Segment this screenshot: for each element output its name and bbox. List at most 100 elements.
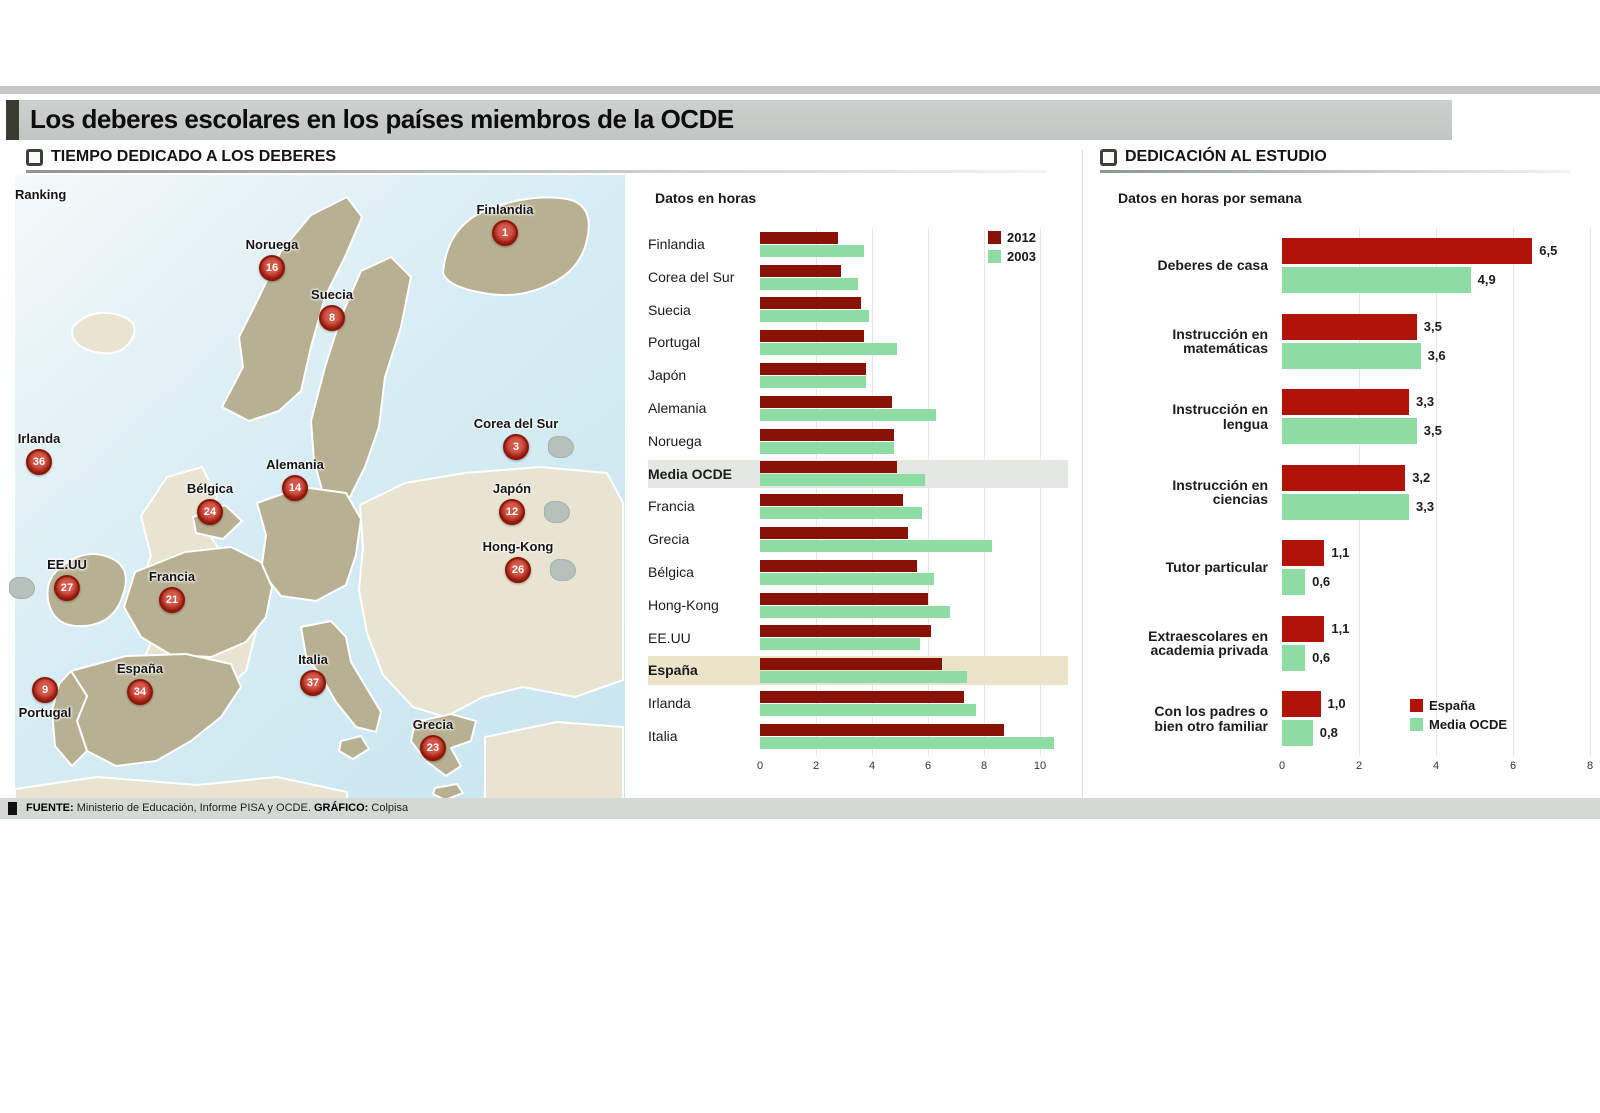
category-label-instrucci-n-en-ciencias: Instrucción en ciencias	[1172, 476, 1268, 508]
bar-2003-grecia	[760, 540, 993, 553]
bar-media-ocde-instrucci-n-en-matem-ticas	[1282, 342, 1421, 369]
category-label-noruega: Noruega	[648, 432, 702, 449]
chart-row-grecia: Grecia	[648, 523, 1068, 556]
map-label-b-lgica: Bélgica	[186, 481, 234, 496]
bar-2003-suecia	[760, 310, 870, 323]
top-strip	[0, 86, 1600, 94]
category-label-hong-kong: Hong-Kong	[648, 596, 719, 613]
bar-media-ocde-tutor-particular	[1282, 569, 1306, 596]
category-label-extraescolares-en-academia-privada: Extraescolares en academia privada	[1148, 627, 1268, 659]
legend-label-espana: España	[1429, 698, 1476, 713]
legend-entry-2012: 2012	[988, 230, 1036, 245]
map-label-jap-n: Japón	[492, 481, 532, 496]
x-tick-0: 0	[756, 760, 764, 772]
bar-espa-a-tutor-particular	[1282, 540, 1325, 567]
grid-line-2	[816, 228, 817, 756]
legend-swatch-espana	[1410, 699, 1423, 712]
plot-deberes-de-casa: 6,5 4,9	[1282, 228, 1590, 304]
chart-row-instrucci-n-en-lengua: Instrucción en lengua 3,3 3,5	[1100, 379, 1590, 455]
value-label-media-ocde-instrucci-n-en-matem-ticas: 3,6	[1427, 347, 1446, 363]
title-bar	[6, 100, 1452, 140]
legend-label-media-ocde: Media OCDE	[1429, 717, 1508, 732]
bar-media-ocde-extraescolares-en-academia-privada	[1282, 644, 1306, 671]
x-tick-4: 4	[1432, 760, 1440, 772]
category-label-jap-n: Japón	[648, 367, 687, 384]
bar-2003-corea-del-sur	[760, 277, 858, 290]
plot-espa-a	[760, 654, 1068, 687]
legend-entry-2003: 2003	[988, 249, 1036, 264]
grid-line-6	[1513, 228, 1514, 756]
legend-swatch-media-ocde	[1410, 718, 1423, 731]
section-header-left-label: TIEMPO DEDICADO A LOS DEBERES	[51, 148, 337, 165]
europe-ranking-map: Ranking Finlandia 1 Noruega 16 Suecia 8 Irland…	[9, 175, 625, 800]
bar-2012-irlanda	[760, 691, 965, 704]
grid-line-4	[1436, 228, 1437, 756]
bar-2012-finlandia	[760, 231, 839, 244]
category-label-media-ocde: Media OCDE	[648, 465, 733, 482]
bar-2003-noruega	[760, 441, 895, 454]
map-label-finlandia: Finlandia	[476, 202, 534, 217]
chart-row-alemania: Alemania	[648, 392, 1068, 425]
legend-label-2012: 2012	[1007, 230, 1036, 245]
study-chart-legend: España Media OCDE	[1410, 698, 1507, 732]
footer-credit: Colpisa	[371, 802, 409, 814]
bar-2003-jap-n	[760, 376, 867, 389]
value-label-espa-a-instrucci-n-en-ciencias: 3,2	[1412, 469, 1431, 485]
value-label-media-ocde-deberes-de-casa: 4,9	[1477, 272, 1496, 288]
plot-grecia	[760, 523, 1068, 556]
chart-row-deberes-de-casa: Deberes de casa 6,5 4,9	[1100, 228, 1590, 304]
chart-row-ee-uu: EE.UU	[648, 622, 1068, 655]
bar-2012-suecia	[760, 297, 861, 310]
footer-credit-label: GRÁFICO:	[313, 802, 369, 814]
bar-espa-a-instrucci-n-en-lengua	[1282, 389, 1410, 416]
legend-swatch-2012	[988, 231, 1001, 244]
chart-row-instrucci-n-en-ciencias: Instrucción en ciencias 3,2 3,3	[1100, 455, 1590, 531]
legend-entry-espana: España	[1410, 698, 1507, 713]
rank-badge-hong-kong: 26	[505, 557, 531, 583]
map-label-alemania: Alemania	[266, 457, 324, 472]
bar-2012-espa-a	[760, 658, 942, 671]
x-tick-10: 10	[1033, 760, 1047, 772]
rank-badge-alemania: 14	[282, 475, 308, 501]
category-label-espa-a: España	[648, 662, 698, 679]
rank-badge-ee-uu: 27	[54, 575, 80, 601]
plot-hong-kong	[760, 589, 1068, 622]
chart-row-italia: Italia	[648, 720, 1068, 753]
map-label-suecia: Suecia	[311, 287, 353, 302]
bar-2003-irlanda	[760, 704, 976, 717]
category-label-corea-del-sur: Corea del Sur	[648, 268, 735, 285]
europe-map-illustration	[15, 175, 625, 800]
chart-row-b-lgica: Bélgica	[648, 556, 1068, 589]
plot-ee-uu	[760, 622, 1068, 655]
bar-2012-alemania	[760, 395, 892, 408]
x-tick-8: 8	[1586, 760, 1594, 772]
value-label-espa-a-con-los-padres-o-bien-otro-familiar: 1,0	[1327, 696, 1346, 712]
bar-espa-a-extraescolares-en-academia-privada	[1282, 615, 1325, 642]
plot-finlandia	[760, 228, 1068, 261]
section-rule-right	[1100, 170, 1570, 173]
homework-hours-chart: Finlandia Corea del Sur Suecia Portugal Japó…	[648, 228, 1068, 776]
category-label-con-los-padres-o-bien-otro-familiar: Con los padres o bien otro familiar	[1154, 703, 1268, 734]
category-label-ee-uu: EE.UU	[648, 629, 691, 646]
bar-2003-finlandia	[760, 244, 864, 257]
category-label-alemania: Alemania	[648, 400, 707, 417]
map-label-francia: Francia	[148, 569, 196, 584]
value-label-espa-a-extraescolares-en-academia-privada: 1,1	[1331, 620, 1350, 636]
category-label-irlanda: Irlanda	[648, 695, 691, 712]
rank-badge-jap-n: 12	[499, 499, 525, 525]
footer-source: Ministerio de Educación, Informe PISA y …	[76, 802, 311, 814]
bar-2012-hong-kong	[760, 592, 928, 605]
bar-2012-b-lgica	[760, 559, 917, 572]
column-divider	[1082, 150, 1083, 798]
grid-line-10	[1040, 228, 1041, 756]
homework-hours-x-axis: 0 2 4 6 8 10	[756, 760, 1068, 776]
rank-badge-b-lgica: 24	[197, 499, 223, 525]
chart-row-media-ocde: Media OCDE	[648, 458, 1068, 491]
bar-2012-portugal	[760, 330, 864, 343]
chart-row-suecia: Suecia	[648, 294, 1068, 327]
plot-extraescolares-en-academia-privada: 1,1 0,6	[1282, 606, 1590, 682]
bar-2012-grecia	[760, 527, 909, 540]
bar-espa-a-instrucci-n-en-matem-ticas	[1282, 313, 1417, 340]
map-label-hong-kong: Hong-Kong	[482, 539, 554, 554]
landmasses	[15, 196, 624, 800]
